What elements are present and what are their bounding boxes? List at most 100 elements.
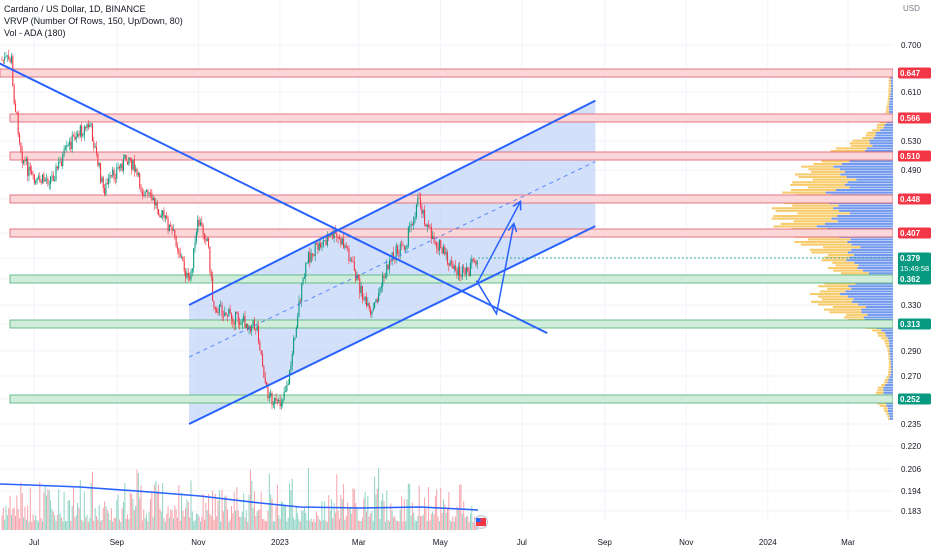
candle-body bbox=[158, 208, 160, 216]
volume-bar bbox=[422, 514, 424, 530]
vp-bar-down bbox=[887, 352, 890, 355]
x-tick-label: Nov bbox=[191, 538, 205, 547]
candle-body bbox=[293, 338, 295, 355]
candle-body bbox=[201, 222, 203, 225]
vp-bar-up bbox=[890, 90, 893, 93]
candle-body bbox=[181, 256, 183, 258]
candle-body bbox=[289, 370, 291, 384]
y-tick-label: 0.330 bbox=[901, 301, 922, 310]
volume-bar bbox=[42, 521, 43, 530]
candle-body bbox=[10, 56, 12, 63]
vp-bar-up bbox=[863, 269, 893, 272]
volume-bar bbox=[467, 515, 469, 530]
candle-body bbox=[249, 326, 251, 331]
candle-body bbox=[129, 157, 131, 160]
vp-bar-down bbox=[818, 303, 859, 306]
candle-body bbox=[202, 224, 204, 234]
candle-body bbox=[136, 168, 138, 176]
candle-body bbox=[424, 209, 426, 225]
candle-body bbox=[422, 209, 424, 214]
vp-bar-down bbox=[819, 290, 846, 293]
volume-bar bbox=[205, 502, 207, 530]
volume-bar bbox=[344, 519, 346, 530]
volume-bar bbox=[351, 513, 353, 530]
candle-body bbox=[113, 169, 115, 179]
vp-bar-up bbox=[887, 337, 893, 340]
candle-body bbox=[1, 59, 3, 61]
vrvp-indicator-label[interactable]: VRVP (Number Of Rows, 150, Up/Down, 80) bbox=[4, 16, 183, 26]
candles bbox=[1, 49, 478, 410]
candle-body bbox=[90, 123, 92, 125]
vp-bar-down bbox=[883, 407, 888, 410]
candle-body bbox=[355, 270, 357, 281]
candle-body bbox=[290, 365, 292, 371]
candle-body bbox=[187, 272, 189, 277]
volume-bar bbox=[17, 508, 19, 530]
resistance-zone bbox=[9, 151, 894, 161]
volume-bar bbox=[168, 517, 170, 530]
candle-body bbox=[189, 276, 191, 280]
volume-bar bbox=[382, 493, 384, 530]
price-label-badge bbox=[898, 393, 931, 405]
volume-bar bbox=[388, 521, 390, 530]
candle-body bbox=[386, 264, 388, 278]
candle-body bbox=[191, 268, 193, 272]
volume-bar bbox=[48, 490, 50, 530]
volume-bar bbox=[118, 519, 120, 530]
vp-bar-down bbox=[775, 209, 839, 212]
candle-body bbox=[399, 244, 401, 255]
channel-upper[interactable] bbox=[188, 99, 596, 306]
volume-bar bbox=[368, 516, 370, 530]
volume-bar bbox=[469, 513, 471, 530]
vp-bar-down bbox=[888, 79, 891, 82]
volume-bar bbox=[185, 507, 187, 530]
candle-body bbox=[236, 311, 238, 314]
volume-bar bbox=[85, 517, 87, 530]
volume-bar bbox=[186, 499, 188, 530]
vp-bar-up bbox=[816, 225, 893, 228]
volume-indicator-label[interactable]: Vol - ADA (180) bbox=[4, 28, 66, 38]
volume-bar bbox=[285, 504, 286, 530]
vp-bar-down bbox=[818, 285, 849, 288]
candle-body bbox=[209, 246, 211, 272]
volume-bar bbox=[179, 520, 181, 530]
price-label: 0.313 bbox=[900, 320, 921, 329]
vp-bar-up bbox=[888, 378, 893, 381]
candle-body bbox=[131, 159, 133, 170]
candle-body bbox=[13, 86, 15, 104]
volume-bar bbox=[237, 510, 239, 530]
volume-bar bbox=[262, 519, 264, 530]
candle-body bbox=[141, 191, 143, 196]
vp-bar-up bbox=[835, 189, 893, 192]
volume-bar bbox=[89, 518, 91, 530]
channel-mid[interactable] bbox=[188, 161, 596, 358]
candle-body bbox=[322, 240, 324, 246]
volume-bar bbox=[102, 507, 104, 530]
symbol-title[interactable]: Cardano / US Dollar, 1D, BINANCE bbox=[4, 4, 146, 14]
volume-bar bbox=[36, 519, 38, 530]
x-tick-label: 2024 bbox=[759, 538, 777, 547]
volume-bar bbox=[461, 513, 463, 530]
volume-bar bbox=[437, 516, 439, 530]
candle-body bbox=[186, 272, 188, 278]
candle-body bbox=[244, 315, 246, 328]
volume-bar bbox=[244, 517, 246, 530]
channel-lower[interactable] bbox=[188, 225, 596, 425]
candle-body bbox=[159, 215, 161, 218]
vp-bar-down bbox=[790, 189, 836, 192]
projection-arrow[interactable] bbox=[475, 223, 515, 316]
volume-bar bbox=[345, 516, 347, 530]
volume-bar bbox=[307, 468, 309, 530]
candle-body bbox=[263, 366, 265, 378]
volume-bar bbox=[326, 521, 328, 530]
descending-trendline[interactable] bbox=[0, 61, 548, 335]
vp-bar-up bbox=[849, 212, 893, 215]
candle-body bbox=[279, 400, 281, 407]
vp-bar-down bbox=[887, 415, 890, 418]
projection-arrow[interactable] bbox=[475, 201, 522, 285]
volume-bar bbox=[6, 514, 8, 530]
vp-bar-up bbox=[838, 204, 893, 207]
volume-bar bbox=[379, 519, 381, 530]
candle-body bbox=[336, 233, 338, 238]
